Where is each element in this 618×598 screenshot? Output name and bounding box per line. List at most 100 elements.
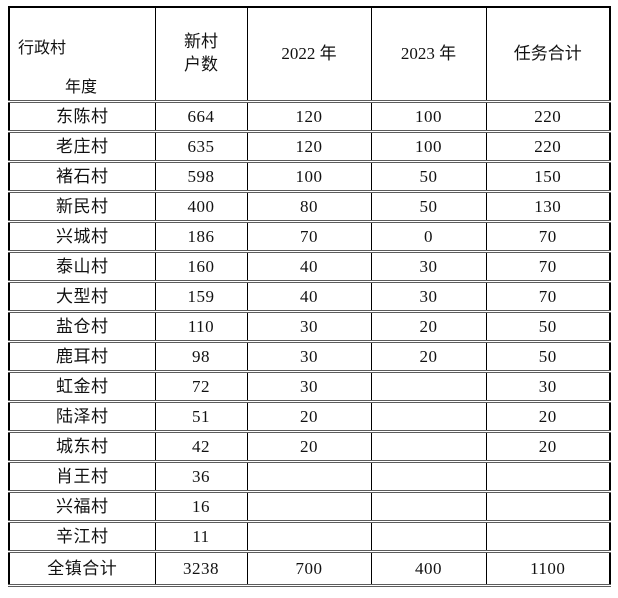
year-2022-cell: 100: [246, 161, 372, 193]
year-2022-cell: [246, 461, 372, 493]
year-2023-cell: [370, 461, 487, 493]
village-name-cell: 兴城村: [8, 221, 156, 253]
households-cell: 159: [154, 281, 248, 313]
header-task-total: 任务合计: [485, 7, 611, 103]
task-total-cell: 50: [485, 341, 611, 373]
village-name-cell: 褚石村: [8, 161, 156, 193]
households-cell: 51: [154, 401, 248, 433]
footer-label: 全镇合计: [8, 551, 156, 587]
year-2023-cell: 0: [370, 221, 487, 253]
header-households-line2: 户数: [184, 55, 218, 74]
households-cell: 664: [154, 101, 248, 133]
year-2023-cell: 20: [370, 341, 487, 373]
table-row: 鹿耳村 98 30 20 50: [8, 341, 611, 373]
task-total-cell: 70: [485, 251, 611, 283]
households-cell: 598: [154, 161, 248, 193]
year-2023-cell: 100: [370, 131, 487, 163]
village-name-cell: 辛江村: [8, 521, 156, 553]
village-name-cell: 城东村: [8, 431, 156, 463]
year-2022-cell: [246, 491, 372, 523]
year-2022-cell: 30: [246, 341, 372, 373]
year-2023-cell: 30: [370, 281, 487, 313]
table-row: 新民村 400 80 50 130: [8, 191, 611, 223]
task-total-cell: 20: [485, 431, 611, 463]
households-cell: 160: [154, 251, 248, 283]
year-2023-cell: [370, 491, 487, 523]
corner-label-year: 年度: [65, 79, 98, 96]
village-name-cell: 泰山村: [8, 251, 156, 283]
footer-row: 全镇合计 3238 700 400 1100: [8, 551, 611, 587]
year-2022-cell: 40: [246, 281, 372, 313]
year-2022-cell: [246, 521, 372, 553]
year-2023-cell: 50: [370, 161, 487, 193]
header-households: 新村 户数: [154, 7, 248, 103]
year-2023-cell: [370, 521, 487, 553]
table-row: 褚石村 598 100 50 150: [8, 161, 611, 193]
village-name-cell: 新民村: [8, 191, 156, 223]
table-row: 兴城村 186 70 0 70: [8, 221, 611, 253]
table-row: 虹金村 72 30 30: [8, 371, 611, 403]
table-header: 行政村 年度 新村 户数 2022 年 2023 年 任务合计: [8, 7, 611, 103]
footer-households: 3238: [154, 551, 248, 587]
task-total-cell: 50: [485, 311, 611, 343]
year-2022-cell: 70: [246, 221, 372, 253]
households-cell: 400: [154, 191, 248, 223]
village-name-cell: 东陈村: [8, 101, 156, 133]
task-total-cell: [485, 491, 611, 523]
footer-task-total: 1100: [485, 551, 611, 587]
task-total-cell: 220: [485, 101, 611, 133]
footer-year-2022: 700: [246, 551, 372, 587]
year-2022-cell: 20: [246, 431, 372, 463]
year-2023-cell: [370, 371, 487, 403]
households-cell: 635: [154, 131, 248, 163]
table-row: 肖王村 36: [8, 461, 611, 493]
task-total-cell: 220: [485, 131, 611, 163]
header-year-2023: 2023 年: [370, 7, 487, 103]
year-2022-cell: 20: [246, 401, 372, 433]
households-cell: 186: [154, 221, 248, 253]
table-row: 城东村 42 20 20: [8, 431, 611, 463]
year-2022-cell: 30: [246, 371, 372, 403]
year-2022-cell: 30: [246, 311, 372, 343]
year-2023-cell: 100: [370, 101, 487, 133]
households-cell: 11: [154, 521, 248, 553]
corner-header-wrap: 行政村 年度: [10, 8, 154, 99]
corner-label-village: 行政村: [18, 40, 67, 57]
task-total-cell: 150: [485, 161, 611, 193]
households-cell: 98: [154, 341, 248, 373]
header-households-line1: 新村: [184, 32, 218, 52]
village-name-cell: 盐仓村: [8, 311, 156, 343]
footer-year-2023: 400: [370, 551, 487, 587]
households-cell: 42: [154, 431, 248, 463]
table-row: 兴福村 16: [8, 491, 611, 523]
task-total-cell: 30: [485, 371, 611, 403]
households-cell: 36: [154, 461, 248, 493]
task-total-cell: [485, 521, 611, 553]
header-row: 行政村 年度 新村 户数 2022 年 2023 年 任务合计: [8, 7, 611, 103]
year-2023-cell: [370, 431, 487, 463]
corner-header-cell: 行政村 年度: [8, 7, 156, 103]
year-2022-cell: 120: [246, 101, 372, 133]
year-2023-cell: 30: [370, 251, 487, 283]
year-2023-cell: [370, 401, 487, 433]
table-row: 大型村 159 40 30 70: [8, 281, 611, 313]
year-2022-cell: 120: [246, 131, 372, 163]
task-total-cell: 20: [485, 401, 611, 433]
year-2023-cell: 50: [370, 191, 487, 223]
households-cell: 72: [154, 371, 248, 403]
task-total-cell: 130: [485, 191, 611, 223]
table-row: 盐仓村 110 30 20 50: [8, 311, 611, 343]
table-row: 泰山村 160 40 30 70: [8, 251, 611, 283]
table-row: 老庄村 635 120 100 220: [8, 131, 611, 163]
village-name-cell: 陆泽村: [8, 401, 156, 433]
year-2022-cell: 80: [246, 191, 372, 223]
task-total-cell: [485, 461, 611, 493]
village-name-cell: 肖王村: [8, 461, 156, 493]
task-total-cell: 70: [485, 221, 611, 253]
households-cell: 110: [154, 311, 248, 343]
table-row: 辛江村 11: [8, 521, 611, 553]
header-year-2022: 2022 年: [246, 7, 372, 103]
table-row: 陆泽村 51 20 20: [8, 401, 611, 433]
village-name-cell: 老庄村: [8, 131, 156, 163]
